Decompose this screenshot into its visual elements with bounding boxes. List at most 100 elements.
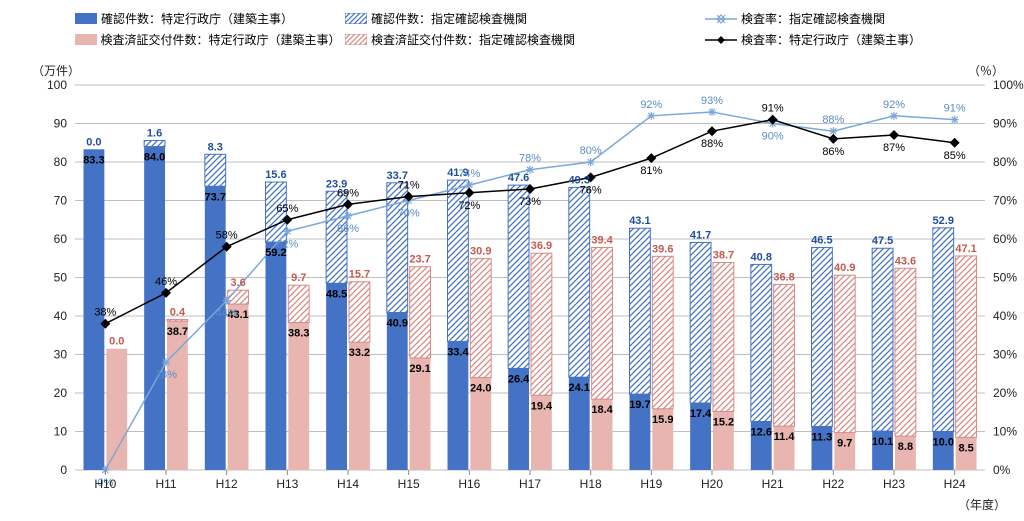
label-rate-local: 81% xyxy=(640,165,662,177)
label-conf-agency: 1.6 xyxy=(147,127,162,139)
label-insp-local: 19.4 xyxy=(531,400,553,412)
bar-conf-local xyxy=(144,147,165,470)
bar-insp-agency xyxy=(713,262,734,411)
label-rate-agency: 91% xyxy=(944,103,966,115)
label-insp-agency: 3.6 xyxy=(230,277,245,289)
label-rate-local: 85% xyxy=(944,150,966,162)
line-marker-local-icon xyxy=(705,34,737,46)
label-insp-local: 9.7 xyxy=(837,438,852,450)
bar-insp-agency xyxy=(956,256,977,437)
label-insp-local: 15.2 xyxy=(713,416,734,428)
svg-text:10%: 10% xyxy=(993,425,1017,439)
label-rate-local: 73% xyxy=(519,196,541,208)
svg-text:10: 10 xyxy=(54,425,68,439)
label-conf-agency: 41.7 xyxy=(690,229,711,241)
label-rate-agency: 62% xyxy=(276,238,298,250)
bar-conf-local xyxy=(326,283,347,470)
label-insp-agency: 0.0 xyxy=(109,336,124,348)
bar-insp-agency xyxy=(774,284,795,426)
label-rate-agency: 92% xyxy=(883,99,905,111)
bar-conf-agency xyxy=(690,242,711,403)
svg-text:40%: 40% xyxy=(993,309,1017,323)
marker-rate-agency xyxy=(708,108,716,116)
label-insp-local: 33.2 xyxy=(349,347,370,359)
svg-text:80: 80 xyxy=(54,155,68,169)
legend-item-rate-local: 検査率：特定行政庁（建築主事） xyxy=(705,31,921,48)
chart-container: 確認件数：特定行政庁（建築主事） 確認件数：指定確認検査機関 検査率：指定確認検… xyxy=(0,0,1024,521)
label-conf-local: 12.6 xyxy=(751,426,772,438)
label-conf-local: 84.0 xyxy=(144,152,165,164)
bar-insp-agency xyxy=(592,247,613,399)
x-tick-label: H15 xyxy=(398,477,420,491)
label-rate-local: 76% xyxy=(580,184,602,196)
label-rate-local: 72% xyxy=(458,200,480,212)
svg-text:80%: 80% xyxy=(993,155,1017,169)
bar-insp-local xyxy=(349,342,370,470)
label-conf-local: 24.1 xyxy=(569,382,590,394)
label-rate-local: 65% xyxy=(276,203,298,215)
bar-insp-agency xyxy=(834,275,855,432)
label-rate-agency: 80% xyxy=(580,145,602,157)
label-rate-agency: 28% xyxy=(155,369,177,381)
x-tick-label: H19 xyxy=(640,477,662,491)
bar-conf-local xyxy=(447,341,468,470)
label-rate-agency: 92% xyxy=(640,99,662,111)
label-rate-agency: 70% xyxy=(398,208,420,220)
x-tick-label: H20 xyxy=(701,477,723,491)
bar-insp-agency xyxy=(288,285,309,322)
label-rate-agency: 88% xyxy=(822,114,844,126)
svg-text:30%: 30% xyxy=(993,348,1017,362)
label-insp-agency: 9.7 xyxy=(291,272,306,284)
x-tick-label: H24 xyxy=(944,477,966,491)
label-conf-agency: 46.5 xyxy=(811,234,832,246)
label-conf-local: 73.7 xyxy=(205,191,226,203)
bar-insp-local xyxy=(106,349,127,470)
label-insp-agency: 39.4 xyxy=(591,234,613,246)
marker-rate-local xyxy=(950,138,960,148)
bar-insp-agency xyxy=(349,282,370,342)
bar-conf-local xyxy=(265,242,286,470)
label-insp-local: 24.0 xyxy=(470,383,491,395)
marker-rate-agency xyxy=(283,227,291,235)
x-tick-label: H22 xyxy=(822,477,844,491)
label-rate-local: 46% xyxy=(155,276,177,288)
label-insp-agency: 43.6 xyxy=(895,255,916,267)
x-tick-label: H11 xyxy=(155,477,176,491)
svg-text:90: 90 xyxy=(54,117,68,131)
label-conf-agency: 47.6 xyxy=(508,172,529,184)
bar-insp-local xyxy=(228,304,249,470)
bar-conf-agency xyxy=(569,187,590,377)
svg-text:0: 0 xyxy=(60,463,67,477)
x-tick-label: H14 xyxy=(337,477,359,491)
label-insp-local: 29.1 xyxy=(409,363,430,375)
svg-text:60%: 60% xyxy=(993,232,1017,246)
label-insp-local: 8.8 xyxy=(898,441,913,453)
label-rate-agency: 90% xyxy=(762,131,784,143)
bar-conf-agency xyxy=(144,140,165,146)
label-insp-agency: 40.9 xyxy=(834,262,855,274)
y-axis-left-label: （万件） xyxy=(32,62,80,79)
label-insp-local: 38.3 xyxy=(288,328,309,340)
bar-conf-local xyxy=(387,313,408,470)
label-insp-agency: 38.7 xyxy=(713,249,734,261)
x-tick-label: H21 xyxy=(762,477,784,491)
x-tick-label: H18 xyxy=(580,477,602,491)
bar-conf-agency xyxy=(933,228,954,432)
svg-text:20: 20 xyxy=(54,386,68,400)
plot-area: 0102030405060708090100 0%10%20%30%40%50%… xyxy=(75,85,985,470)
marker-rate-agency xyxy=(587,158,595,166)
label-rate-agency: 44% xyxy=(216,308,238,320)
label-rate-local: 87% xyxy=(883,142,905,154)
marker-rate-local xyxy=(889,130,899,140)
legend-item-insp-local: 検査済証交付件数：特定行政庁（建築主事） xyxy=(75,31,335,48)
bar-insp-agency xyxy=(895,268,916,436)
marker-rate-local xyxy=(828,134,838,144)
bar-insp-agency xyxy=(652,256,673,408)
bar-conf-agency xyxy=(205,154,226,186)
legend-label: 検査率：指定確認検査機関 xyxy=(741,10,885,27)
label-insp-agency: 23.7 xyxy=(409,254,430,266)
bar-conf-agency xyxy=(751,264,772,421)
x-tick-label: H10 xyxy=(94,477,116,491)
bar-insp-agency xyxy=(470,259,491,378)
x-tick-label: H23 xyxy=(883,477,905,491)
